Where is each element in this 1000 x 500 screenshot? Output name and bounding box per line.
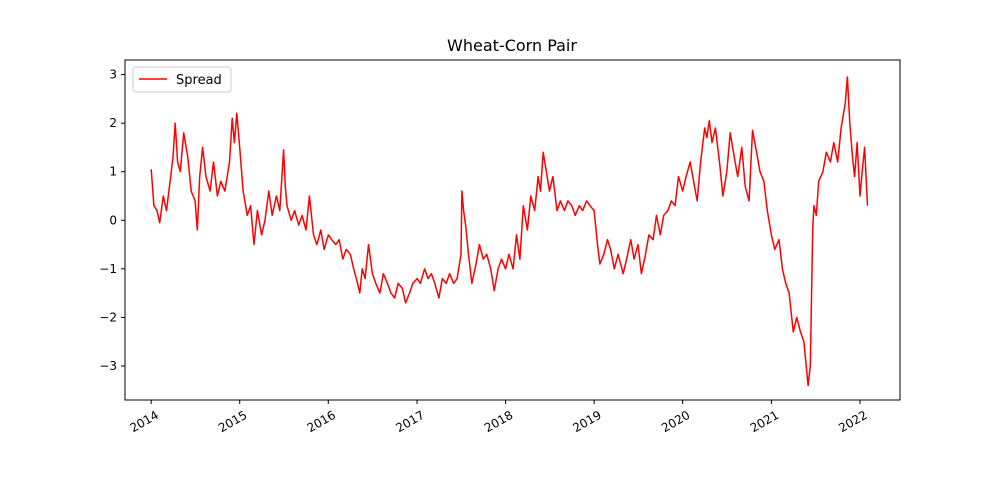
- legend-label-spread: Spread: [176, 73, 222, 88]
- x-tick-label: 2020: [659, 408, 692, 435]
- legend-box: [132, 66, 232, 93]
- spread-series-line: [150, 76, 869, 387]
- y-tick-label: 2: [109, 116, 117, 130]
- x-tick-label: 2022: [836, 408, 869, 435]
- y-tick-label: −3: [99, 359, 117, 373]
- y-tick-label: 0: [109, 213, 117, 227]
- x-tick-label: 2017: [393, 408, 426, 435]
- y-tick-label: 3: [109, 68, 117, 82]
- x-tick-label: 2019: [570, 408, 603, 435]
- y-axis: 3 2 1 0 −1 −2 −3: [99, 68, 125, 373]
- y-tick-label: −2: [99, 310, 117, 324]
- x-tick-label: 2018: [482, 408, 515, 435]
- x-axis: 2014 2015 2016 2017 2018 2019 2020 2021 2022: [128, 400, 870, 435]
- x-tick-label: 2016: [305, 408, 338, 435]
- x-tick-label: 2014: [128, 408, 161, 435]
- legend: Spread: [132, 66, 232, 93]
- x-tick-label: 2015: [216, 408, 249, 435]
- plot-area-frame: [124, 59, 901, 401]
- x-tick-label: 2021: [748, 408, 781, 435]
- y-tick-label: 1: [109, 165, 117, 179]
- chart-title: Wheat-Corn Pair: [447, 36, 577, 55]
- y-tick-label: −1: [99, 262, 117, 276]
